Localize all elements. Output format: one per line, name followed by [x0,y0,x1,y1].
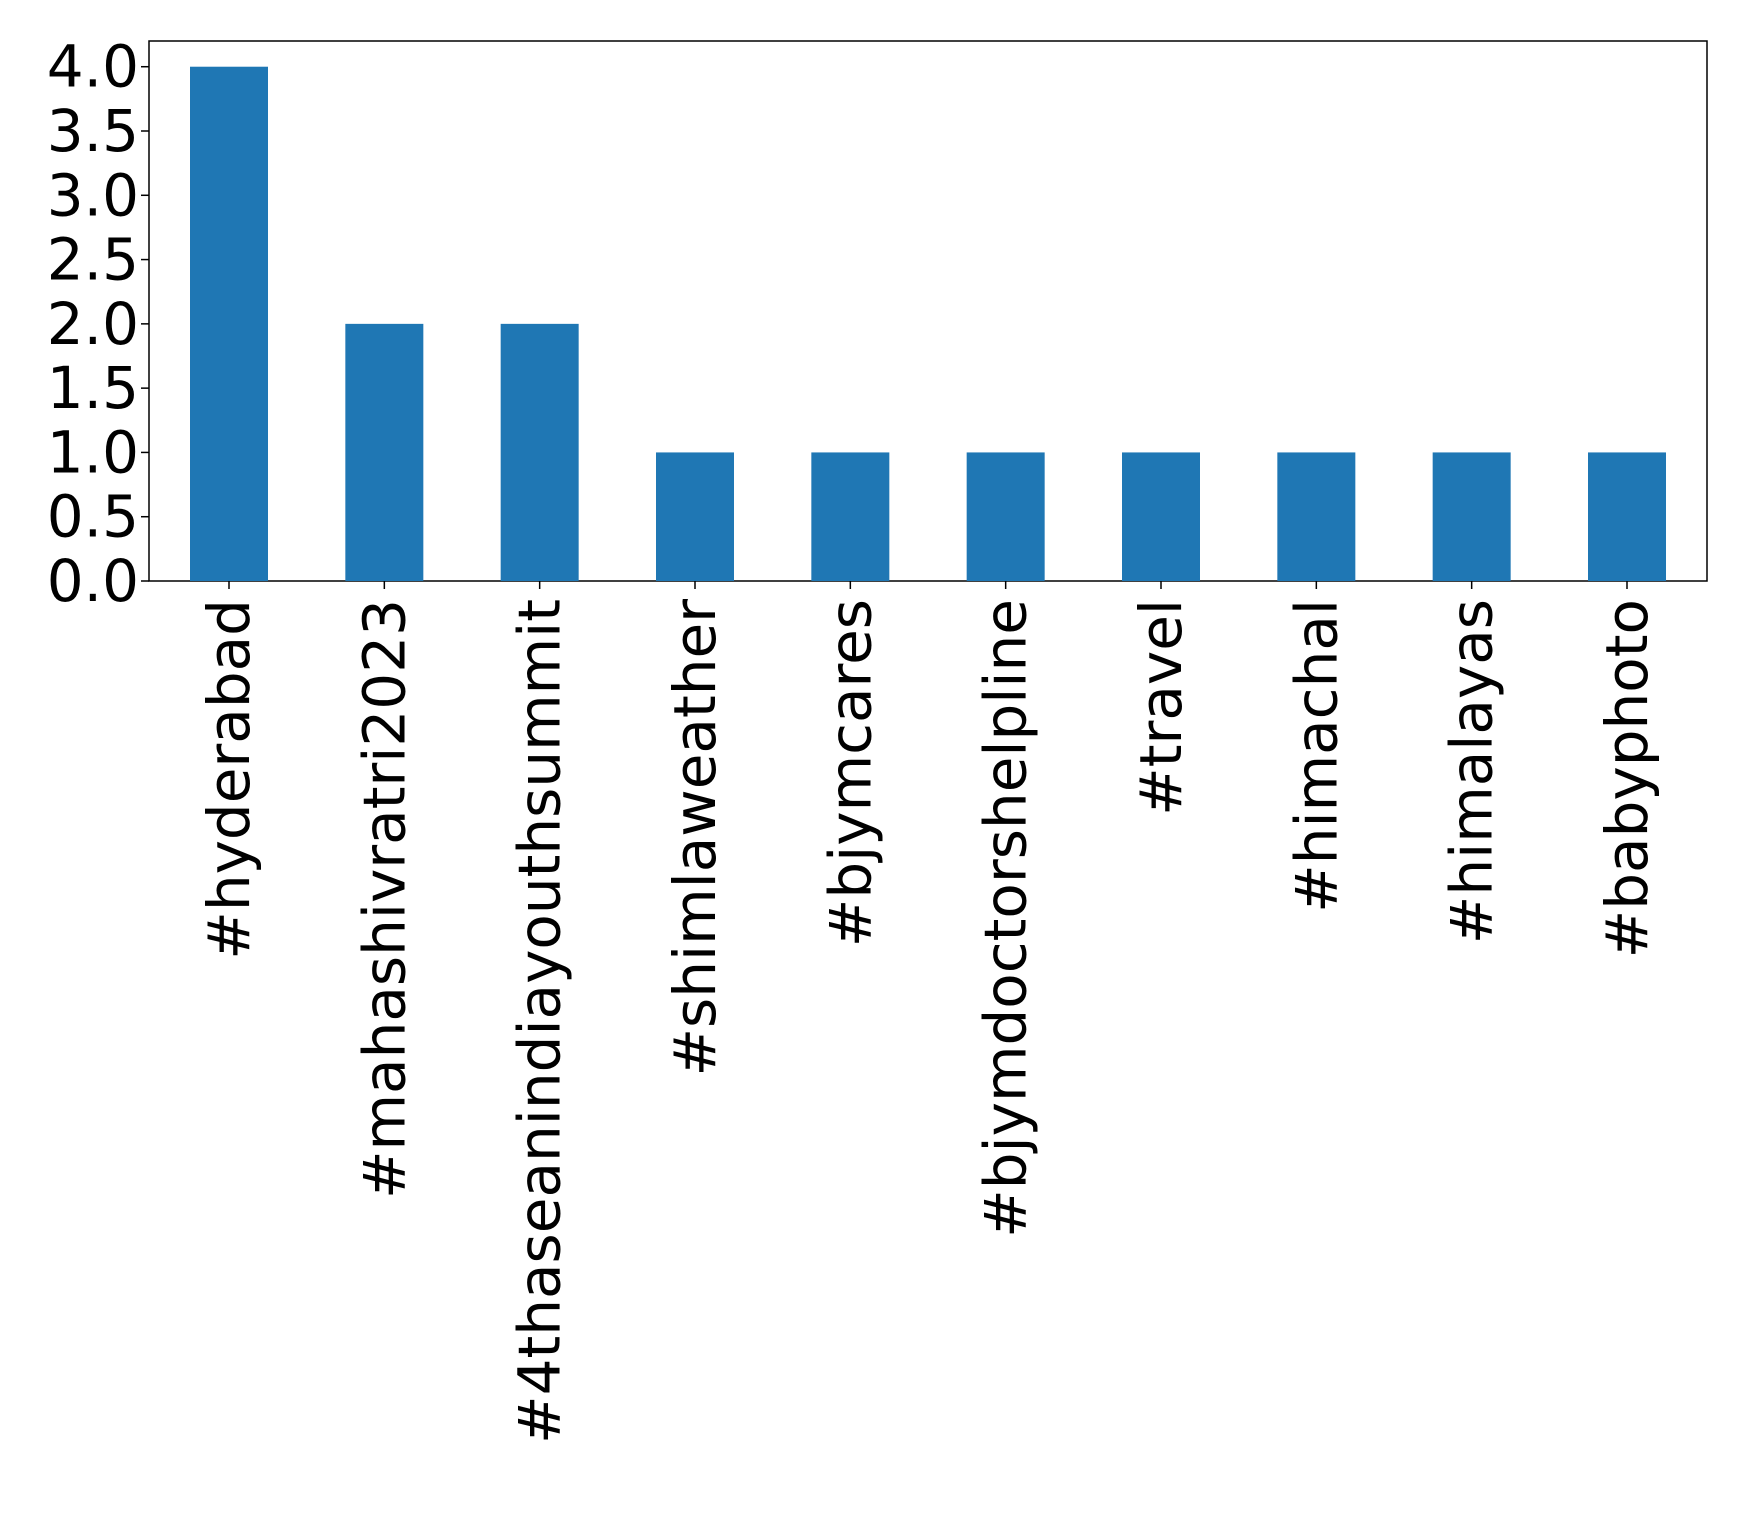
y-tick-label-5: 2.5 [47,226,139,294]
x-axis: #hyderabad #mahashivratri2023 #4thaseanind… [195,581,1661,1444]
bar-8 [1432,452,1511,581]
bar-7 [1277,452,1356,581]
bar-6 [1122,452,1200,581]
y-tick-label-2: 1.0 [47,418,139,486]
y-axis: 0.00.51.01.52.02.53.03.54.0 [47,33,149,615]
y-tick-label-3: 1.5 [47,354,139,422]
bar-4 [811,452,890,581]
bar-0 [190,66,268,581]
x-tick-label-8: #himalayas [1438,599,1506,944]
x-tick-label-7: #himachal [1282,599,1350,913]
y-tick-label-8: 4.0 [47,33,139,101]
y-tick-label-6: 3.0 [47,161,139,229]
x-tick-label-9: #babyphoto [1593,599,1661,958]
x-tick-label-2: #4thaseanindiayouthsummit [506,599,574,1444]
y-tick-label-0: 0.0 [47,547,139,615]
bar-5 [966,452,1045,581]
bar-3 [656,452,734,581]
x-tick-label-6: #travel [1127,599,1195,816]
y-tick-label-1: 0.5 [47,483,139,551]
bar-2 [500,323,579,581]
y-tick-label-7: 3.5 [47,97,139,165]
x-tick-label-0: #hyderabad [195,599,263,960]
x-tick-label-1: #mahashivratri2023 [350,599,418,1199]
bars-group [190,66,1666,581]
plot-frame [148,40,1708,582]
bar-1 [345,323,424,581]
y-tick-label-4: 2.0 [47,290,139,358]
x-tick-label-5: #bjymdoctorshelpline [972,599,1040,1238]
x-tick-label-4: #bjymcares [816,599,884,947]
bar-9 [1588,452,1666,581]
x-tick-label-3: #shimlaweather [661,599,729,1077]
